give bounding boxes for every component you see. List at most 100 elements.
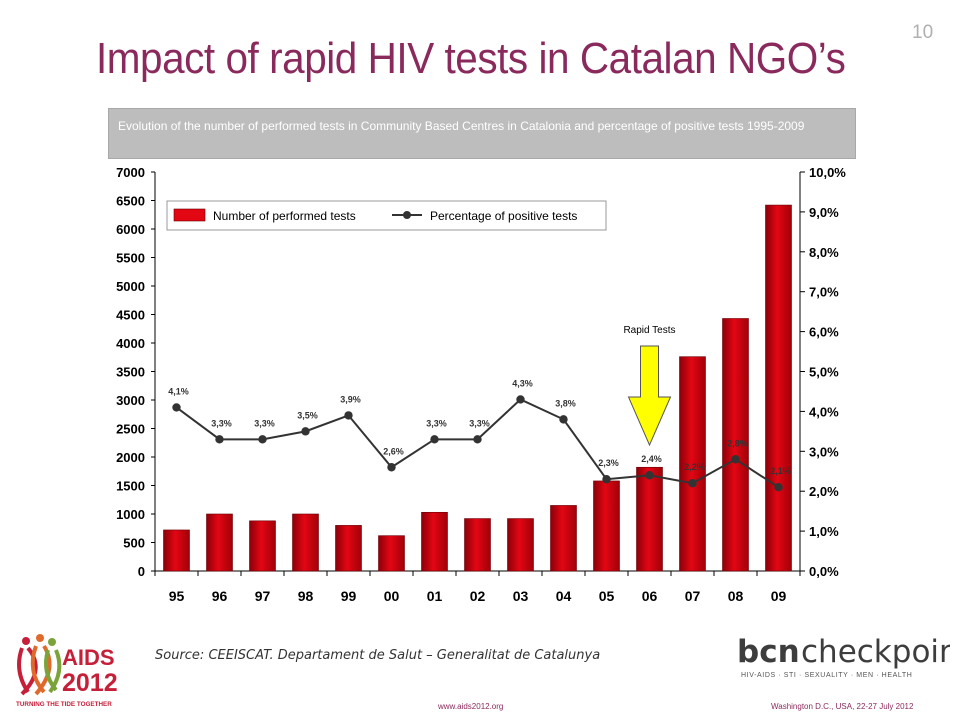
positive-percentage-label: 3,5% — [297, 410, 318, 420]
x-tick-label: 96 — [212, 588, 228, 604]
x-tick-label: 00 — [384, 588, 400, 604]
bar-performed-tests — [464, 518, 491, 572]
positive-percentage-label: 3,3% — [469, 418, 490, 428]
positive-percentage-label: 3,3% — [211, 418, 232, 428]
bar-performed-tests — [679, 356, 706, 572]
x-tick-label: 98 — [298, 588, 314, 604]
legend-bar-swatch — [173, 208, 206, 222]
positive-percentage-point — [774, 483, 783, 492]
positive-percentage-label: 2,6% — [383, 446, 404, 456]
bar-performed-tests — [593, 480, 620, 572]
bar-performed-tests — [636, 466, 663, 572]
bar-performed-tests — [206, 513, 233, 572]
x-tick-label: 97 — [255, 588, 271, 604]
bar-performed-tests — [421, 511, 448, 572]
y-right-tick-label: 0,0% — [809, 564, 839, 579]
positive-percentage-label: 2,2% — [684, 462, 705, 472]
x-tick-label: 06 — [642, 588, 658, 604]
positive-percentage-point — [172, 403, 181, 412]
y-left-tick-label: 6000 — [116, 222, 145, 237]
positive-percentage-point — [645, 471, 654, 480]
bar-performed-tests — [249, 520, 276, 572]
x-tick-label: 99 — [341, 588, 357, 604]
bar-performed-tests — [550, 505, 577, 572]
y-right-tick-label: 9,0% — [809, 205, 839, 220]
positive-percentage-label: 2,4% — [641, 454, 662, 464]
legend-line-marker — [403, 211, 411, 219]
aids-logo-year: 2012 — [62, 669, 118, 697]
y-left-tick-label: 1500 — [116, 479, 145, 494]
bar-performed-tests — [722, 318, 749, 572]
aids-logo-text: AIDS — [62, 645, 115, 670]
legend-box — [166, 200, 607, 231]
bar-performed-tests — [163, 529, 190, 572]
y-left-tick-label: 7000 — [116, 165, 145, 180]
legend-bar-label: Number of performed tests — [213, 209, 356, 223]
slide-number: 10 — [912, 22, 934, 43]
y-left-tick-label: 4500 — [116, 308, 145, 323]
bar-performed-tests — [507, 518, 534, 572]
bcn-checkpoint-logo: bcn checkpoint HIV-AIDS · STI · SEXUALIT… — [737, 634, 950, 679]
x-tick-label: 02 — [470, 588, 486, 604]
y-right-tick-label: 4,0% — [809, 404, 839, 419]
aids-2012-logo: AIDS 2012 TURNING THE TIDE TOGETHER — [16, 634, 118, 708]
y-left-tick-label: 4000 — [116, 336, 145, 351]
y-left-tick-label: 2500 — [116, 422, 145, 437]
legend-line-label: Percentage of positive tests — [430, 209, 577, 223]
y-left-tick-label: 500 — [123, 536, 145, 551]
rapid-tests-arrow-icon — [627, 345, 672, 447]
ribbon-people-icon — [17, 634, 62, 696]
y-left-tick-label: 0 — [138, 564, 145, 579]
checkpoint-logo-word: checkpoint — [801, 634, 950, 670]
y-left-tick-label: 5500 — [116, 251, 145, 266]
positive-percentage-point — [258, 435, 267, 444]
positive-percentage-point — [387, 463, 396, 472]
positive-percentage-label: 4,3% — [512, 378, 533, 388]
footer-url[interactable]: www.aids2012.org — [438, 702, 504, 711]
x-tick-label: 09 — [771, 588, 787, 604]
positive-percentage-label: 2,8% — [727, 438, 748, 448]
x-tick-label: 04 — [556, 588, 572, 604]
positive-percentage-label: 3,3% — [254, 418, 275, 428]
bcn-logo-word: bcn — [737, 634, 800, 670]
rapid-tests-annotation-label: Rapid Tests — [623, 325, 675, 336]
positive-percentage-point — [215, 435, 224, 444]
bar-performed-tests — [335, 525, 362, 572]
bar-performed-tests — [292, 513, 319, 572]
source-note: Source: CEEISCAT. Departament de Salut –… — [155, 648, 601, 663]
x-tick-label: 95 — [169, 588, 185, 604]
positive-percentage-point — [688, 479, 697, 488]
positive-percentage-point — [344, 411, 353, 420]
positive-percentage-label: 3,3% — [426, 418, 447, 428]
x-tick-label: 08 — [728, 588, 744, 604]
y-right-tick-label: 8,0% — [809, 245, 839, 260]
positive-percentage-point — [602, 475, 611, 484]
y-right-tick-label: 2,0% — [809, 484, 839, 499]
y-right-tick-label: 10,0% — [809, 165, 846, 180]
positive-percentage-point — [559, 415, 568, 424]
positive-percentage-point — [301, 427, 310, 436]
y-right-tick-label: 6,0% — [809, 325, 839, 340]
footer-place: Washington D.C., USA, 22-27 July 2012 — [771, 702, 914, 711]
positive-percentage-point — [731, 455, 740, 464]
y-left-tick-label: 2000 — [116, 450, 145, 465]
positive-percentage-label: 4,1% — [168, 386, 189, 396]
chart-title: Evolution of the number of performed tes… — [108, 108, 856, 159]
bcn-logo-tagline: HIV-AIDS · STI · SEXUALITY · MEN · HEALT… — [741, 672, 912, 679]
y-right-tick-label: 7,0% — [809, 285, 839, 300]
y-right-tick-label: 1,0% — [809, 524, 839, 539]
y-left-tick-label: 5000 — [116, 279, 145, 294]
y-right-tick-label: 3,0% — [809, 444, 839, 459]
y-left-tick-label: 3500 — [116, 365, 145, 380]
positive-percentage-point — [473, 435, 482, 444]
y-left-tick-label: 3000 — [116, 393, 145, 408]
bar-performed-tests — [378, 535, 405, 572]
x-tick-label: 03 — [513, 588, 529, 604]
positive-percentage-point — [516, 395, 525, 404]
y-left-tick-label: 1000 — [116, 507, 145, 522]
positive-percentage-label: 3,8% — [555, 398, 576, 408]
positive-percentage-label: 3,9% — [340, 394, 361, 404]
aids-logo-tagline: TURNING THE TIDE TOGETHER — [16, 701, 112, 708]
positive-percentage-label: 2,1% — [770, 466, 791, 476]
